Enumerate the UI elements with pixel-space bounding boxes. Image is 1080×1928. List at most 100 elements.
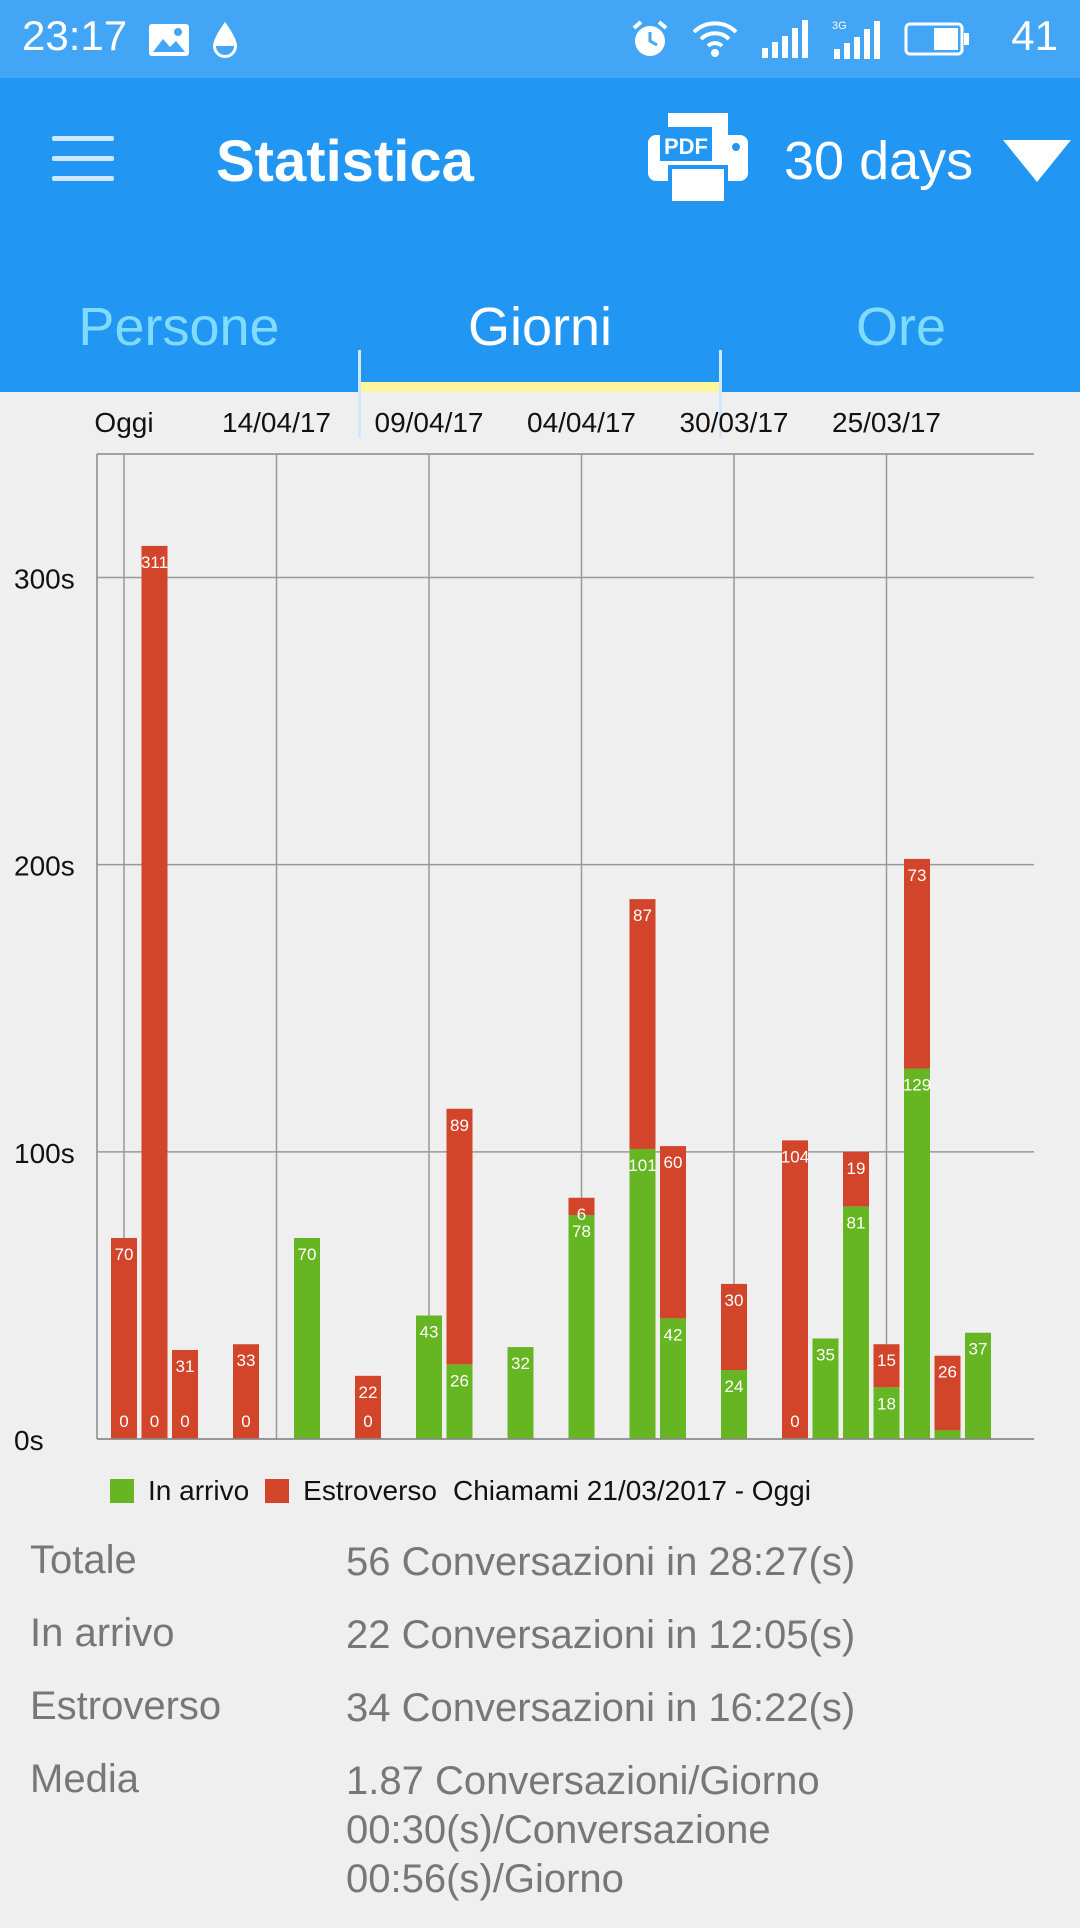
stat-label: Totale (30, 1538, 137, 1582)
tab-divider (358, 350, 361, 438)
data-label-incoming: 70 (298, 1245, 317, 1264)
stat-label: Media (30, 1757, 139, 1801)
status-right-icons: 3G (630, 16, 970, 62)
menu-button[interactable] (52, 136, 114, 188)
bar-outgoing (172, 1349, 198, 1439)
bar-incoming (660, 1318, 686, 1439)
legend-item-incoming: In arrivo (110, 1475, 249, 1507)
data-label-incoming: 42 (664, 1325, 683, 1344)
data-label-outgoing: 104 (781, 1147, 809, 1166)
data-label-incoming: 129 (903, 1076, 931, 1095)
bar-incoming (629, 1148, 656, 1439)
tab-label: Persone (78, 297, 280, 357)
stat-label: Estroverso (30, 1684, 222, 1728)
data-label-outgoing: 6 (577, 1205, 586, 1224)
data-label-incoming: 37 (969, 1340, 988, 1359)
bar-incoming (843, 1206, 869, 1439)
data-label-outgoing: 31 (176, 1357, 195, 1376)
y-tick-label: 300s (14, 563, 75, 594)
bar-incoming (568, 1215, 595, 1439)
image-icon (149, 24, 189, 56)
tab-divider (719, 350, 722, 438)
tab-label: Giorni (467, 297, 613, 357)
bar-outgoing (934, 1355, 961, 1431)
legend-item-outgoing: Estroverso (265, 1475, 437, 1507)
data-label-outgoing: 89 (450, 1116, 469, 1135)
data-label-incoming: 78 (572, 1222, 591, 1241)
bar-outgoing (629, 899, 656, 1149)
stat-value-line: 1.87 Conversazioni/Giorno (346, 1759, 820, 1803)
stacked-bar-chart: 0s 100s 200s 300s Oggi 14/04/17 09/04/17 04/04/… (14, 407, 1034, 1456)
stat-row: Totale 56 Conversazioni in 28:27(s) (30, 1538, 1060, 1587)
data-label-incoming: 18 (877, 1394, 896, 1413)
legend-swatch-incoming (110, 1479, 134, 1503)
app-bar: Statistica PDF 30 days Persone Giorni Or… (0, 78, 1080, 438)
y-tick-label: 100s (14, 1138, 75, 1169)
stat-value-line: 34 Conversazioni in 16:22(s) (346, 1686, 856, 1730)
data-label-outgoing: 22 (359, 1383, 378, 1402)
data-label-incoming: 0 (119, 1412, 128, 1431)
x-tick-label: 25/03/17 (832, 407, 941, 438)
dropdown-arrow-icon (1003, 140, 1072, 182)
data-label-outgoing: 87 (633, 906, 652, 925)
range-dropdown[interactable]: 30 days (784, 126, 1072, 196)
y-tick-label: 0s (14, 1425, 44, 1456)
data-label-outgoing: 30 (725, 1291, 744, 1310)
data-label-incoming: 0 (363, 1412, 372, 1431)
tab-ore[interactable]: Ore (722, 268, 1080, 386)
bar-outgoing (568, 1197, 595, 1216)
chart-area: 0s 100s 200s 300s Oggi 14/04/17 09/04/17 04/04/… (0, 392, 1080, 1482)
stat-row: Media 1.87 Conversazioni/Giorno 00:30(s)/C… (30, 1757, 1060, 1904)
bar-outgoing (233, 1344, 259, 1439)
legend-label-outgoing: Estroverso (303, 1475, 437, 1506)
bar-incoming (934, 1430, 961, 1439)
tab-giorni[interactable]: Giorni (361, 268, 719, 392)
bar-outgoing (904, 858, 930, 1069)
legend-swatch-outgoing (265, 1479, 290, 1503)
x-tick-label: Oggi (94, 407, 153, 438)
data-label-outgoing: 26 (938, 1363, 957, 1382)
signal-3g-icon: 3G (832, 20, 880, 59)
x-tick-label: 09/04/17 (375, 407, 484, 438)
data-label-outgoing: 311 (141, 553, 168, 572)
bar-outgoing (446, 1108, 473, 1365)
bar-incoming (812, 1338, 839, 1439)
stat-value-line: 56 Conversazioni in 28:27(s) (346, 1540, 856, 1584)
bar-outgoing (873, 1344, 900, 1388)
data-label-incoming: 32 (511, 1354, 530, 1373)
data-label-incoming: 26 (450, 1371, 469, 1390)
data-label-incoming: 43 (420, 1323, 439, 1342)
stat-row: In arrivo 22 Conversazioni in 12:05(s) (30, 1611, 1060, 1660)
data-label-outgoing: 15 (877, 1351, 896, 1370)
data-label-outgoing: 70 (115, 1245, 134, 1264)
data-label-outgoing: 60 (664, 1153, 683, 1172)
pdf-icon-label: PDF (664, 134, 708, 159)
tab-persone[interactable]: Persone (0, 268, 358, 386)
stat-value: 34 Conversazioni in 16:22(s) (346, 1684, 855, 1733)
x-tick-label: 04/04/17 (527, 407, 636, 438)
bar-outgoing (141, 545, 168, 1439)
data-label-outgoing: 33 (237, 1351, 256, 1370)
signal-icon (762, 20, 808, 58)
data-label-incoming: 101 (628, 1156, 656, 1175)
bar-outgoing (782, 1140, 808, 1439)
tab-bar: Persone Giorni Ore (0, 268, 1080, 438)
stats-summary: Totale 56 Conversazioni in 28:27(s) In arr… (30, 1538, 1060, 1928)
bar-incoming (507, 1347, 534, 1439)
bar-incoming (416, 1315, 442, 1439)
data-label-incoming: 0 (241, 1412, 250, 1431)
data-label-incoming: 0 (790, 1412, 799, 1431)
bar-outgoing (660, 1146, 686, 1319)
stat-value-line: 22 Conversazioni in 12:05(s) (346, 1613, 856, 1657)
pdf-print-icon[interactable]: PDF (648, 113, 748, 203)
drop-icon (213, 22, 237, 58)
bar-outgoing (721, 1283, 747, 1371)
bar-incoming (965, 1332, 991, 1439)
status-left-icons (148, 18, 240, 62)
bar-incoming (873, 1387, 900, 1439)
wifi-icon (692, 21, 738, 57)
bar-incoming (904, 1068, 930, 1439)
data-label-outgoing: 19 (847, 1159, 866, 1178)
data-label-incoming: 81 (847, 1213, 866, 1232)
y-tick-label: 200s (14, 851, 75, 882)
